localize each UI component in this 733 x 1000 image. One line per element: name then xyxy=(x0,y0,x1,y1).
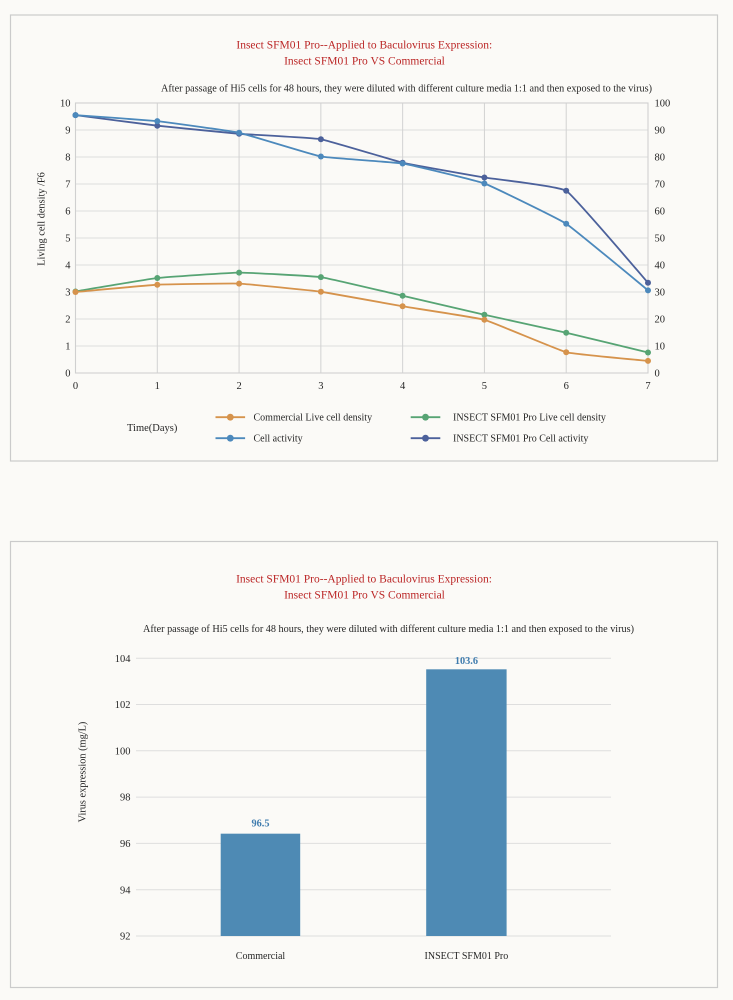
svg-text:Insect SFM01 Pro--Applied to B: Insect SFM01 Pro--Applied to Baculovirus… xyxy=(236,39,492,51)
svg-text:50: 50 xyxy=(655,234,666,245)
svg-text:0: 0 xyxy=(655,369,660,380)
svg-text:3: 3 xyxy=(318,381,323,392)
svg-text:6: 6 xyxy=(564,381,569,392)
svg-text:Cell activity: Cell activity xyxy=(254,434,303,445)
svg-text:3: 3 xyxy=(65,288,70,299)
svg-text:2: 2 xyxy=(236,381,241,392)
svg-text:Living cell density /F6: Living cell density /F6 xyxy=(37,172,48,266)
svg-text:5: 5 xyxy=(65,234,70,245)
svg-text:70: 70 xyxy=(655,180,666,191)
svg-text:104: 104 xyxy=(115,654,132,665)
svg-text:60: 60 xyxy=(655,207,666,218)
svg-text:Commercial: Commercial xyxy=(236,951,286,962)
svg-text:98: 98 xyxy=(120,793,131,804)
svg-text:After passage of Hi5 cells for: After passage of Hi5 cells for 48 hours,… xyxy=(143,624,634,635)
svg-text:Insect SFM01 Pro--Applied to B: Insect SFM01 Pro--Applied to Baculovirus… xyxy=(236,574,492,586)
svg-text:90: 90 xyxy=(655,126,666,137)
svg-text:INSECT SFM01 Pro Live cell den: INSECT SFM01 Pro Live cell density xyxy=(453,413,606,424)
svg-text:94: 94 xyxy=(120,885,131,896)
svg-text:6: 6 xyxy=(65,207,70,218)
svg-text:96: 96 xyxy=(120,839,131,850)
svg-text:After passage of Hi5 cells for: After passage of Hi5 cells for 48 hours,… xyxy=(161,84,652,95)
svg-text:1: 1 xyxy=(155,381,160,392)
svg-text:1: 1 xyxy=(65,342,70,353)
svg-text:7: 7 xyxy=(65,180,70,191)
svg-text:Virus expression (mg/L): Virus expression (mg/L) xyxy=(77,722,88,823)
svg-text:Insect SFM01 Pro VS Commercial: Insect SFM01 Pro VS Commercial xyxy=(284,590,445,602)
svg-text:INSECT SFM01 Pro: INSECT SFM01 Pro xyxy=(425,951,509,962)
svg-text:103.6: 103.6 xyxy=(455,656,478,667)
svg-text:2: 2 xyxy=(65,315,70,326)
svg-text:102: 102 xyxy=(115,700,131,711)
svg-text:4: 4 xyxy=(400,381,406,392)
svg-text:0: 0 xyxy=(65,369,70,380)
svg-text:Commercial Live cell density: Commercial Live cell density xyxy=(254,413,373,424)
svg-text:8: 8 xyxy=(65,153,70,164)
svg-text:9: 9 xyxy=(65,126,70,137)
svg-text:Insect SFM01 Pro VS Commercial: Insect SFM01 Pro VS Commercial xyxy=(284,55,445,67)
svg-text:100: 100 xyxy=(655,99,671,110)
svg-text:100: 100 xyxy=(115,746,131,757)
svg-text:96.5: 96.5 xyxy=(251,818,269,829)
svg-text:0: 0 xyxy=(73,381,78,392)
svg-text:10: 10 xyxy=(60,99,71,110)
svg-text:7: 7 xyxy=(645,381,650,392)
svg-text:5: 5 xyxy=(482,381,487,392)
svg-text:30: 30 xyxy=(655,288,666,299)
svg-text:20: 20 xyxy=(655,315,666,326)
svg-text:Time(Days): Time(Days) xyxy=(127,423,178,434)
svg-text:INSECT SFM01 Pro Cell activity: INSECT SFM01 Pro Cell activity xyxy=(453,434,588,445)
svg-text:80: 80 xyxy=(655,153,666,164)
svg-text:92: 92 xyxy=(120,932,131,943)
svg-text:4: 4 xyxy=(65,261,71,272)
svg-text:10: 10 xyxy=(655,342,666,353)
svg-text:40: 40 xyxy=(655,261,666,272)
